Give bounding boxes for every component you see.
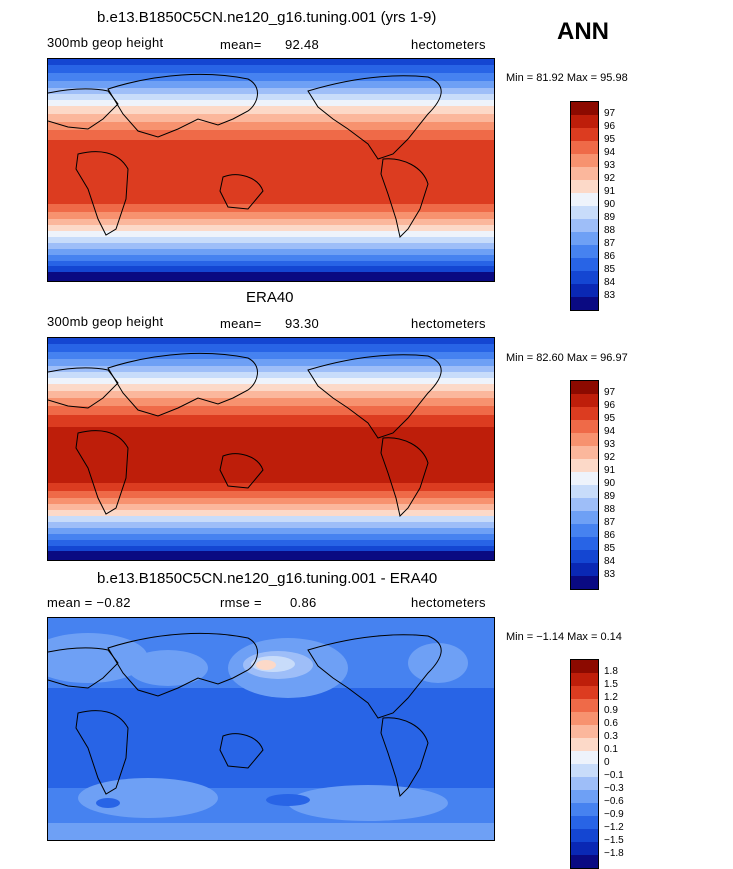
- colorbar-tick-label: 88: [604, 504, 616, 515]
- colorbar-tick-label: 0.9: [604, 705, 618, 716]
- panel3-mean: mean = −0.82: [47, 595, 131, 610]
- colorbar-tick-label: −1.2: [604, 822, 624, 833]
- colorbar-tick-label: −0.3: [604, 783, 624, 794]
- colorbar-tick-label: 91: [604, 186, 616, 197]
- panel1-map: [47, 58, 495, 282]
- colorbar-tick-label: −1.5: [604, 835, 624, 846]
- colorbar-tick-label: 93: [604, 439, 616, 450]
- panel3-units: hectometers: [411, 595, 486, 610]
- colorbar-tick-label: 97: [604, 387, 616, 398]
- colorbar-tick-label: 85: [604, 543, 616, 554]
- colorbar-tick-label: 1.2: [604, 692, 618, 703]
- colorbar-tick-label: 95: [604, 413, 616, 424]
- colorbar-tick-label: 90: [604, 199, 616, 210]
- colorbar-tick-label: 96: [604, 121, 616, 132]
- colorbar-tick-label: 86: [604, 251, 616, 262]
- colorbar-tick-label: 83: [604, 290, 616, 301]
- colorbar-tick-label: −1.8: [604, 848, 624, 859]
- panel3-min-max: Min = −1.14 Max = 0.14: [506, 631, 622, 643]
- colorbar-tick-label: 95: [604, 134, 616, 145]
- colorbar-tick-label: 89: [604, 491, 616, 502]
- season-label: ANN: [557, 18, 609, 45]
- colorbar-tick-label: 85: [604, 264, 616, 275]
- colorbar-tick-label: 90: [604, 478, 616, 489]
- panel1-title: b.e13.B1850C5CN.ne120_g16.tuning.001 (yr…: [97, 9, 437, 26]
- colorbar-tick-label: −0.9: [604, 809, 624, 820]
- panel3-map: [47, 617, 495, 841]
- panel2-units: hectometers: [411, 316, 486, 331]
- colorbar-tick-label: 87: [604, 517, 616, 528]
- colorbar-tick-label: 96: [604, 400, 616, 411]
- panel1-mean-value: 92.48: [285, 37, 320, 52]
- colorbar-tick-label: 92: [604, 173, 616, 184]
- panel2-title: ERA40: [246, 289, 294, 306]
- colorbar-tick-label: 86: [604, 530, 616, 541]
- panel1-min-max: Min = 81.92 Max = 95.98: [506, 72, 628, 84]
- colorbar-tick-label: 84: [604, 556, 616, 567]
- colorbar-tick-label: −0.1: [604, 770, 624, 781]
- panel3-rmse-label: rmse =: [220, 595, 262, 610]
- colorbar-tick-label: 84: [604, 277, 616, 288]
- colorbar-tick-label: 94: [604, 426, 616, 437]
- colorbar-tick-label: 1.8: [604, 666, 618, 677]
- colorbar-tick-label: 0: [604, 757, 610, 768]
- colorbar-tick-label: 0.6: [604, 718, 618, 729]
- colorbar-tick-label: 93: [604, 160, 616, 171]
- panel2-colorbar: [570, 380, 599, 590]
- colorbar-tick-label: 91: [604, 465, 616, 476]
- colorbar-tick-label: 0.3: [604, 731, 618, 742]
- colorbar-tick-label: 97: [604, 108, 616, 119]
- colorbar-tick-label: 1.5: [604, 679, 618, 690]
- panel1-units: hectometers: [411, 37, 486, 52]
- panel2-mean-value: 93.30: [285, 316, 320, 331]
- panel3-rmse-value: 0.86: [290, 595, 317, 610]
- panel1-variable-label: 300mb geop height: [47, 35, 164, 50]
- colorbar-tick-label: 87: [604, 238, 616, 249]
- panel3-colorbar: [570, 659, 599, 869]
- colorbar-tick-label: 92: [604, 452, 616, 463]
- colorbar-tick-label: 88: [604, 225, 616, 236]
- colorbar-tick-label: 83: [604, 569, 616, 580]
- panel1-mean-label: mean=: [220, 37, 262, 52]
- panel1-colorbar: [570, 101, 599, 311]
- colorbar-tick-label: −0.6: [604, 796, 624, 807]
- panel3-title: b.e13.B1850C5CN.ne120_g16.tuning.001 - E…: [97, 570, 438, 587]
- colorbar-tick-label: 0.1: [604, 744, 618, 755]
- panel2-map: [47, 337, 495, 561]
- colorbar-tick-label: 89: [604, 212, 616, 223]
- colorbar-tick-label: 94: [604, 147, 616, 158]
- panel2-mean-label: mean=: [220, 316, 262, 331]
- panel2-min-max: Min = 82.60 Max = 96.97: [506, 352, 628, 364]
- panel2-variable-label: 300mb geop height: [47, 314, 164, 329]
